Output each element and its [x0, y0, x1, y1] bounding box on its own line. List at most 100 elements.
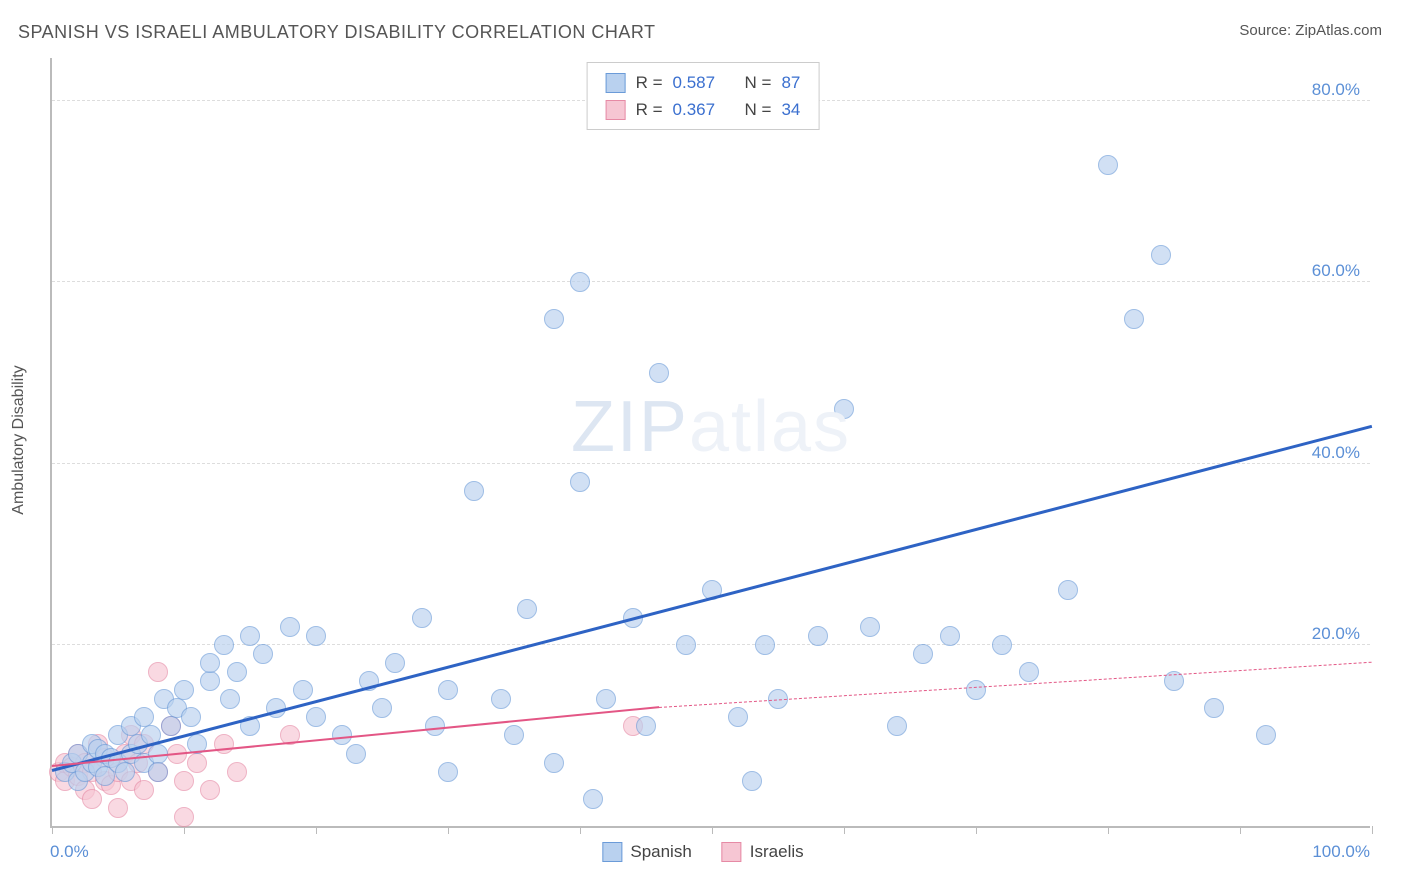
- scatter-point: [438, 680, 458, 700]
- swatch-pink: [722, 842, 742, 862]
- scatter-point: [200, 671, 220, 691]
- y-tick-label: 80.0%: [1312, 80, 1360, 100]
- scatter-point: [174, 771, 194, 791]
- scatter-point: [253, 644, 273, 664]
- y-tick-label: 40.0%: [1312, 443, 1360, 463]
- scatter-point: [504, 725, 524, 745]
- y-tick-label: 20.0%: [1312, 624, 1360, 644]
- r-value: 0.367: [673, 96, 716, 123]
- n-value: 34: [781, 96, 800, 123]
- scatter-point: [148, 662, 168, 682]
- x-tick: [976, 826, 977, 834]
- x-axis-max-label: 100.0%: [1312, 842, 1370, 862]
- scatter-point: [200, 780, 220, 800]
- n-value: 87: [781, 69, 800, 96]
- scatter-point: [676, 635, 696, 655]
- x-tick: [1372, 826, 1373, 834]
- legend-label: Israelis: [750, 842, 804, 862]
- scatter-point: [742, 771, 762, 791]
- scatter-point: [596, 689, 616, 709]
- scatter-point: [214, 635, 234, 655]
- scatter-point: [808, 626, 828, 646]
- gridline: [52, 281, 1370, 282]
- scatter-point: [134, 707, 154, 727]
- plot-area: ZIPatlas 20.0%40.0%60.0%80.0%: [50, 58, 1370, 828]
- scatter-point: [148, 762, 168, 782]
- scatter-point: [161, 716, 181, 736]
- scatter-point: [200, 653, 220, 673]
- x-tick: [316, 826, 317, 834]
- r-label: R =: [636, 69, 663, 96]
- scatter-point: [187, 753, 207, 773]
- chart-title: SPANISH VS ISRAELI AMBULATORY DISABILITY…: [18, 22, 656, 43]
- legend-item-israelis: Israelis: [722, 842, 804, 862]
- x-tick: [1108, 826, 1109, 834]
- scatter-point: [385, 653, 405, 673]
- scatter-point: [174, 807, 194, 827]
- x-tick: [580, 826, 581, 834]
- trend-line: [52, 424, 1373, 771]
- scatter-point: [306, 626, 326, 646]
- scatter-point: [438, 762, 458, 782]
- scatter-point: [464, 481, 484, 501]
- scatter-point: [544, 309, 564, 329]
- scatter-point: [1098, 155, 1118, 175]
- watermark-bold: ZIP: [571, 387, 689, 467]
- scatter-point: [412, 608, 432, 628]
- legend-label: Spanish: [630, 842, 691, 862]
- scatter-point: [174, 680, 194, 700]
- scatter-point: [346, 744, 366, 764]
- scatter-point: [649, 363, 669, 383]
- source-label: Source:: [1239, 22, 1295, 39]
- n-label: N =: [745, 69, 772, 96]
- scatter-point: [306, 707, 326, 727]
- scatter-point: [1124, 309, 1144, 329]
- scatter-point: [940, 626, 960, 646]
- n-label: N =: [745, 96, 772, 123]
- x-axis-min-label: 0.0%: [50, 842, 89, 862]
- scatter-point: [636, 716, 656, 736]
- r-value: 0.587: [673, 69, 716, 96]
- scatter-point: [755, 635, 775, 655]
- trend-line: [659, 662, 1372, 708]
- scatter-point: [728, 707, 748, 727]
- source-credit: Source: ZipAtlas.com: [1239, 22, 1382, 39]
- swatch-blue: [602, 842, 622, 862]
- scatter-point: [860, 617, 880, 637]
- scatter-point: [887, 716, 907, 736]
- legend-item-spanish: Spanish: [602, 842, 691, 862]
- scatter-point: [966, 680, 986, 700]
- scatter-point: [227, 662, 247, 682]
- scatter-point: [115, 762, 135, 782]
- scatter-point: [913, 644, 933, 664]
- scatter-point: [108, 798, 128, 818]
- stats-box: R = 0.587 N = 87 R = 0.367 N = 34: [587, 62, 820, 130]
- x-tick: [184, 826, 185, 834]
- scatter-point: [82, 789, 102, 809]
- scatter-point: [280, 617, 300, 637]
- scatter-point: [1019, 662, 1039, 682]
- stats-row-pink: R = 0.367 N = 34: [606, 96, 801, 123]
- scatter-point: [570, 272, 590, 292]
- scatter-point: [214, 734, 234, 754]
- source-link[interactable]: ZipAtlas.com: [1295, 22, 1382, 39]
- scatter-point: [992, 635, 1012, 655]
- scatter-point: [227, 762, 247, 782]
- watermark-light: atlas: [689, 387, 851, 467]
- scatter-point: [1204, 698, 1224, 718]
- scatter-point: [293, 680, 313, 700]
- r-label: R =: [636, 96, 663, 123]
- scatter-point: [544, 753, 564, 773]
- x-tick: [844, 826, 845, 834]
- bottom-legend: Spanish Israelis: [602, 842, 803, 862]
- x-tick: [52, 826, 53, 834]
- stats-row-blue: R = 0.587 N = 87: [606, 69, 801, 96]
- x-tick: [712, 826, 713, 834]
- scatter-point: [181, 707, 201, 727]
- scatter-point: [1058, 580, 1078, 600]
- scatter-point: [491, 689, 511, 709]
- watermark: ZIPatlas: [571, 386, 851, 468]
- swatch-pink: [606, 100, 626, 120]
- scatter-point: [240, 626, 260, 646]
- scatter-point: [583, 789, 603, 809]
